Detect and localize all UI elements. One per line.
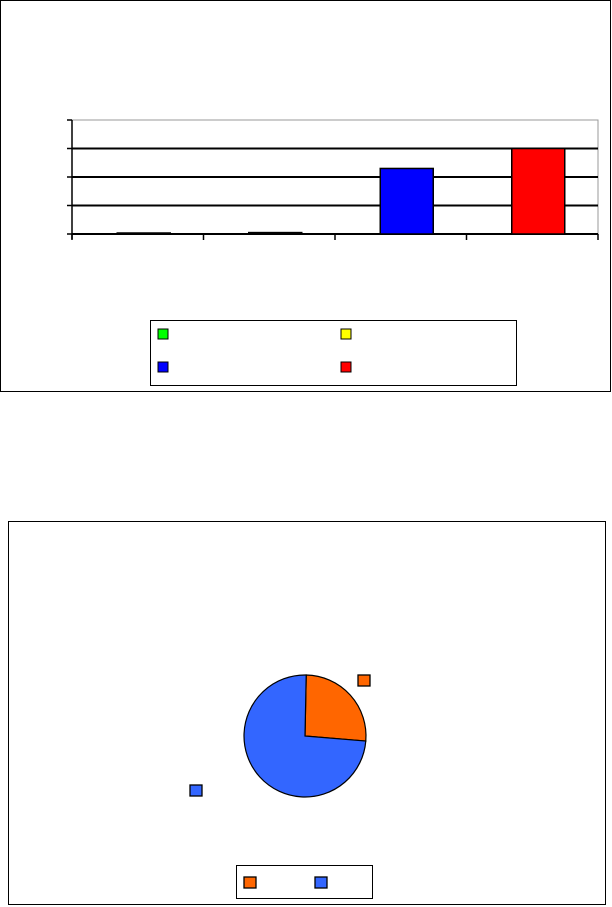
pie-data-label-marker [189, 784, 203, 797]
pie-legend [236, 865, 373, 899]
pie-slice [304, 674, 367, 742]
legend-swatch [314, 876, 328, 889]
bar [116, 232, 171, 235]
bar-legend [150, 320, 517, 386]
bar [511, 147, 566, 235]
pie-slice [243, 674, 367, 798]
legend-swatch [340, 328, 352, 340]
legend-swatch [340, 361, 352, 373]
legend-swatch [157, 361, 169, 373]
bar [248, 231, 303, 235]
legend-swatch [157, 328, 169, 340]
bar [379, 167, 434, 235]
pie-data-label-marker [357, 674, 371, 687]
legend-swatch [243, 876, 257, 889]
bar-legend-items [157, 328, 352, 373]
pie-plot-area [189, 674, 371, 798]
bar-plot-area [67, 119, 599, 240]
pie-legend-items [243, 876, 328, 889]
